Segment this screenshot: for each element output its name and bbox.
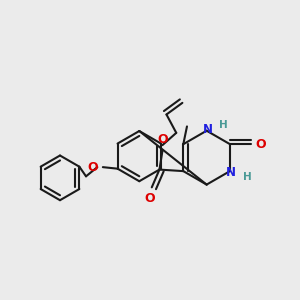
Text: O: O [256, 138, 266, 151]
Text: N: N [226, 166, 236, 178]
Text: N: N [202, 123, 213, 136]
Text: H: H [243, 172, 252, 182]
Text: H: H [220, 120, 228, 130]
Text: O: O [158, 133, 168, 146]
Text: O: O [144, 192, 154, 205]
Text: O: O [88, 160, 98, 174]
